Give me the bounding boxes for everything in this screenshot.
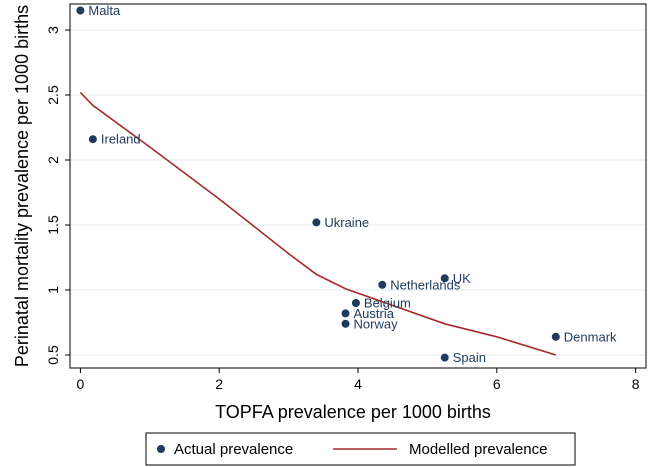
point-label-malta: Malta bbox=[88, 3, 121, 18]
x-tick-label: 8 bbox=[632, 376, 640, 392]
point-malta bbox=[76, 6, 85, 15]
y-tick-label: 3 bbox=[45, 26, 61, 34]
x-tick-label: 0 bbox=[77, 376, 85, 392]
point-spain bbox=[440, 353, 449, 362]
point-label-spain: Spain bbox=[453, 350, 486, 365]
point-netherlands bbox=[378, 280, 387, 289]
legend-actual-label: Actual prevalence bbox=[174, 441, 293, 458]
x-axis-ticks: 0 2 4 6 8 bbox=[77, 368, 640, 392]
point-label-austria: Austria bbox=[354, 306, 395, 321]
point-austria bbox=[341, 309, 350, 318]
point-label-uk: UK bbox=[453, 271, 471, 286]
y-tick-label: 2.5 bbox=[45, 85, 61, 105]
point-belgium bbox=[351, 299, 360, 307]
x-tick-label: 6 bbox=[493, 376, 501, 392]
y-axis-ticks: 0.5 1 1.5 2 2.5 3 bbox=[45, 26, 70, 365]
modelled-prevalence-line bbox=[79, 91, 557, 356]
point-label-denmark: Denmark bbox=[564, 329, 617, 344]
point-ukraine bbox=[312, 218, 321, 227]
point-label-netherlands: Netherlands bbox=[390, 277, 461, 292]
point-label-belgium: Belgium bbox=[364, 296, 411, 311]
y-tick-label: 0.5 bbox=[45, 345, 61, 365]
x-tick-label: 4 bbox=[354, 376, 362, 392]
point-label-ukraine: Ukraine bbox=[324, 215, 369, 230]
legend-actual-marker bbox=[157, 445, 165, 453]
x-tick-label: 2 bbox=[215, 376, 223, 392]
y-tick-label: 2 bbox=[45, 156, 61, 164]
legend: Actual prevalence Modelled prevalence bbox=[145, 432, 576, 466]
point-denmark bbox=[551, 332, 560, 341]
point-uk bbox=[440, 274, 449, 283]
y-tick-label: 1.5 bbox=[45, 215, 61, 235]
point-label-norway: Norway bbox=[354, 316, 399, 331]
legend-modelled-label: Modelled prevalence bbox=[409, 441, 547, 458]
x-axis-title: TOPFA prevalence per 1000 births bbox=[215, 402, 491, 422]
point-ireland bbox=[88, 135, 97, 144]
y-tick-label: 1 bbox=[45, 286, 61, 294]
point-norway bbox=[341, 319, 350, 328]
point-label-ireland: Ireland bbox=[101, 132, 141, 147]
y-axis-title: Perinatal mortality prevalence per 1000 … bbox=[12, 5, 32, 367]
